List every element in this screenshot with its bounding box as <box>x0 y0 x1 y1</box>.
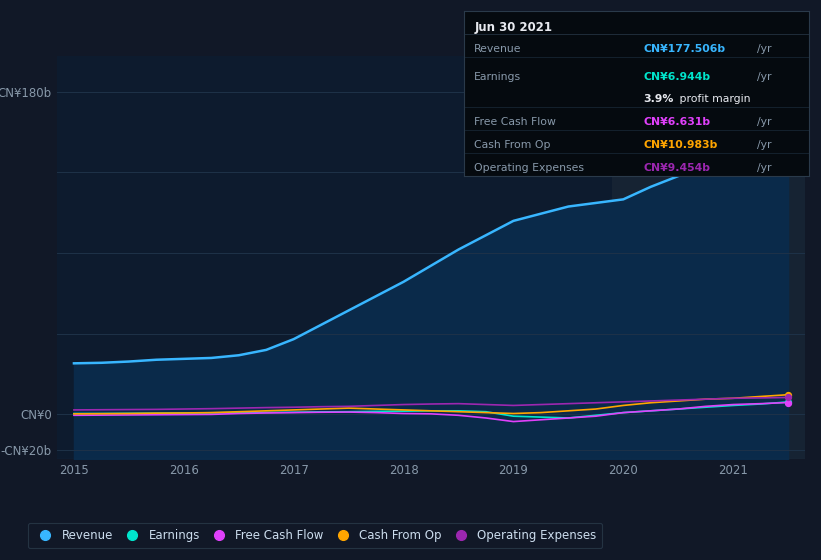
Text: profit margin: profit margin <box>676 94 750 104</box>
Text: Revenue: Revenue <box>475 44 521 54</box>
Bar <box>612 56 805 459</box>
Text: /yr: /yr <box>757 44 772 54</box>
Text: /yr: /yr <box>757 72 772 82</box>
Text: CN¥10.983b: CN¥10.983b <box>643 140 718 150</box>
Text: CN¥6.944b: CN¥6.944b <box>643 72 710 82</box>
Text: Free Cash Flow: Free Cash Flow <box>475 117 556 127</box>
Text: /yr: /yr <box>757 117 772 127</box>
Text: CN¥177.506b: CN¥177.506b <box>643 44 725 54</box>
Text: /yr: /yr <box>757 163 772 173</box>
Text: CN¥9.454b: CN¥9.454b <box>643 163 710 173</box>
Legend: Revenue, Earnings, Free Cash Flow, Cash From Op, Operating Expenses: Revenue, Earnings, Free Cash Flow, Cash … <box>28 523 603 548</box>
Text: Cash From Op: Cash From Op <box>475 140 551 150</box>
Text: 3.9%: 3.9% <box>643 94 673 104</box>
Text: CN¥6.631b: CN¥6.631b <box>643 117 710 127</box>
Text: Earnings: Earnings <box>475 72 521 82</box>
Point <box>782 92 795 101</box>
Point <box>782 398 795 407</box>
Point <box>782 398 795 407</box>
Point <box>782 390 795 399</box>
Text: /yr: /yr <box>757 140 772 150</box>
Point <box>782 393 795 402</box>
Text: Jun 30 2021: Jun 30 2021 <box>475 21 553 34</box>
Text: Operating Expenses: Operating Expenses <box>475 163 585 173</box>
